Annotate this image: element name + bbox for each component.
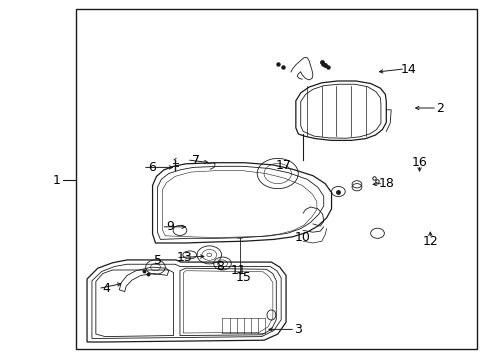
Text: 12: 12 [422,235,437,248]
Text: 3: 3 [294,323,302,336]
Text: 4: 4 [102,282,110,294]
Text: 15: 15 [235,271,251,284]
Text: 5: 5 [154,255,162,267]
Text: 10: 10 [294,231,309,244]
Text: 16: 16 [411,156,427,169]
FancyBboxPatch shape [76,9,476,349]
Text: 9: 9 [166,220,174,233]
Text: 2: 2 [435,102,443,114]
Text: 1: 1 [52,174,60,186]
Text: 14: 14 [400,63,415,76]
Text: 18: 18 [378,177,393,190]
Text: 17: 17 [275,159,291,172]
Text: 11: 11 [230,264,245,277]
Text: 7: 7 [191,154,199,167]
Text: 8: 8 [216,260,224,273]
Text: 6: 6 [147,161,155,174]
Text: 13: 13 [177,251,192,264]
